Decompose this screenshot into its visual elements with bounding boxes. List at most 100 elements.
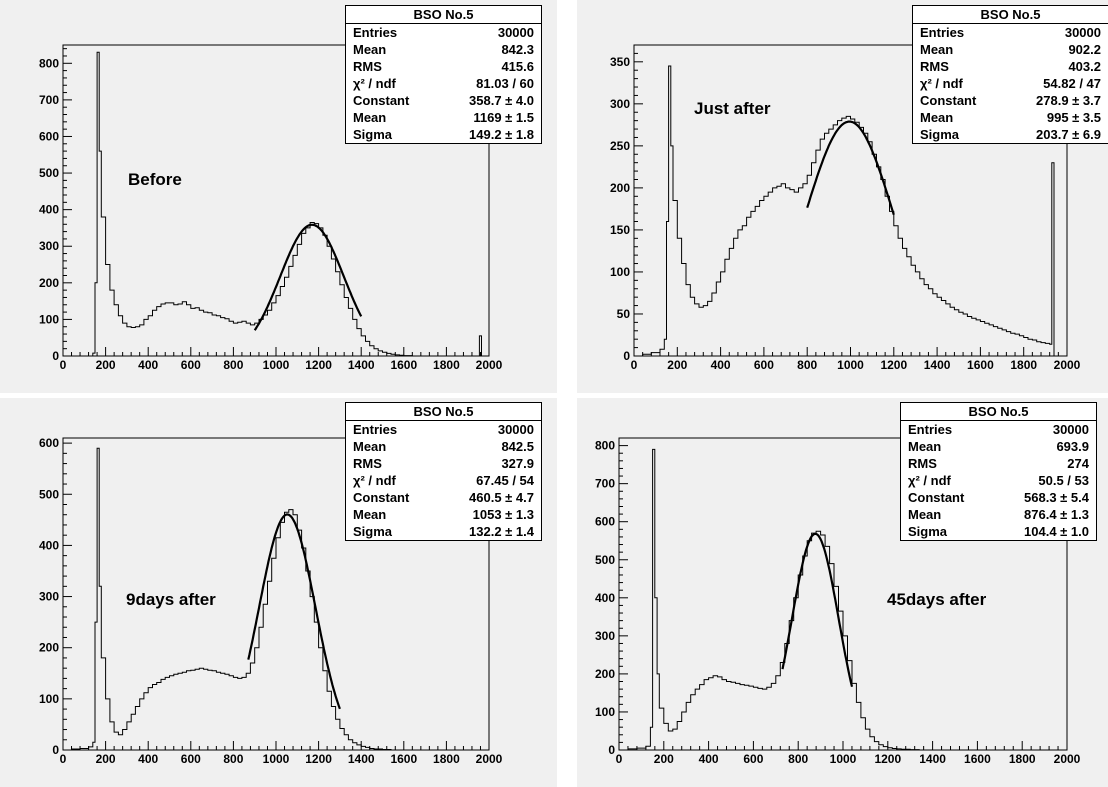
y-tick-label: 300 — [610, 97, 630, 111]
stats-value: 104.4 ± 1.0 — [1024, 524, 1089, 539]
stats-box-before: BSO No.5 Entries 30000 Mean 842.3 RMS 415.6 χ²… — [345, 5, 542, 144]
annotation-before: Before — [128, 170, 182, 189]
y-tick-label: 100 — [595, 705, 615, 719]
x-tick-label: 2000 — [476, 752, 503, 766]
stats-label: Entries — [353, 422, 398, 437]
stats-label: RMS — [920, 59, 949, 74]
y-tick-label: 400 — [595, 591, 615, 605]
stats-value: 1169 ± 1.5 — [473, 110, 534, 125]
y-tick-label: 600 — [39, 436, 59, 450]
stats-row: Sigma 203.7 ± 6.9 — [913, 126, 1108, 143]
stats-label: Sigma — [353, 524, 393, 539]
x-tick-label: 600 — [743, 752, 763, 766]
stats-label: Mean — [920, 42, 954, 57]
x-tick-label: 600 — [181, 752, 201, 766]
x-tick-label: 1000 — [830, 752, 857, 766]
x-tick-label: 1400 — [919, 752, 946, 766]
stats-row: Entries 30000 — [913, 24, 1108, 41]
x-tick-label: 2000 — [1054, 358, 1081, 372]
annotation-just-after: Just after — [694, 99, 771, 118]
stats-value: 403.2 — [1068, 59, 1101, 74]
stats-label: Entries — [920, 25, 965, 40]
x-tick-label: 200 — [96, 358, 116, 372]
x-tick-label: 800 — [797, 358, 817, 372]
y-tick-label: 0 — [623, 349, 630, 363]
stats-label: Mean — [908, 439, 942, 454]
stats-label: Entries — [908, 422, 953, 437]
x-tick-label: 400 — [699, 752, 719, 766]
x-tick-label: 1000 — [837, 358, 864, 372]
stats-row: RMS 274 — [901, 455, 1096, 472]
stats-row: RMS 415.6 — [346, 58, 541, 75]
x-tick-label: 1600 — [390, 752, 417, 766]
stats-value: 50.5 / 53 — [1038, 473, 1089, 488]
x-tick-label: 1800 — [433, 752, 460, 766]
stats-value: 30000 — [497, 422, 534, 437]
x-tick-label: 1000 — [263, 752, 290, 766]
stats-value: 842.5 — [501, 439, 534, 454]
x-tick-label: 2000 — [476, 358, 503, 372]
y-tick-label: 0 — [608, 743, 615, 757]
y-tick-label: 100 — [39, 692, 59, 706]
x-tick-label: 600 — [181, 358, 201, 372]
stats-value: 67.45 / 54 — [476, 473, 534, 488]
x-tick-label: 1400 — [924, 358, 951, 372]
stats-value: 274 — [1067, 456, 1089, 471]
stats-value: 902.2 — [1068, 42, 1101, 57]
stats-box-9days-after: BSO No.5 Entries 30000 Mean 842.5 RMS 327.9 χ²… — [345, 402, 542, 541]
chart-panel-just-after: 0 200 400 600 800 1000 1200 1400 1600 1800 2000 0 50… — [577, 0, 1108, 393]
x-tick-label: 0 — [616, 752, 623, 766]
x-tick-label: 1200 — [874, 752, 901, 766]
y-tick-label: 400 — [39, 203, 59, 217]
x-tick-label: 800 — [223, 752, 243, 766]
y-tick-label: 800 — [595, 439, 615, 453]
stats-label: Mean — [353, 42, 387, 57]
x-tick-label: 600 — [754, 358, 774, 372]
stats-label: RMS — [908, 456, 937, 471]
x-tick-label: 400 — [711, 358, 731, 372]
stats-row: Mean 995 ± 3.5 — [913, 109, 1108, 126]
histogram-series — [619, 448, 1067, 751]
stats-label: χ² / ndf — [353, 76, 396, 91]
stats-row: χ² / ndf 50.5 / 53 — [901, 472, 1096, 489]
chart-panel-before: 0 200 400 600 800 1000 1200 1400 1600 1800 2000 0 10… — [0, 0, 557, 393]
stats-label: Sigma — [920, 127, 960, 142]
y-tick-label: 100 — [610, 265, 630, 279]
histogram-series — [63, 51, 489, 357]
annotation-45days-after: 45days after — [887, 590, 987, 609]
stats-label: χ² / ndf — [920, 76, 963, 91]
stats-row: Sigma 132.2 ± 1.4 — [346, 523, 541, 540]
stats-label: RMS — [353, 456, 382, 471]
x-tick-label: 1600 — [390, 358, 417, 372]
gaussian-fit-curve — [247, 513, 341, 710]
x-tick-label: 200 — [667, 358, 687, 372]
stats-row: Entries 30000 — [901, 421, 1096, 438]
stats-title: BSO No.5 — [913, 6, 1108, 24]
stats-label: Constant — [353, 490, 410, 505]
stats-row: Mean 1169 ± 1.5 — [346, 109, 541, 126]
stats-row: Constant 358.7 ± 4.0 — [346, 92, 541, 109]
stats-row: Sigma 104.4 ± 1.0 — [901, 523, 1096, 540]
y-tick-label: 200 — [39, 641, 59, 655]
stats-value: 30000 — [1064, 25, 1101, 40]
stats-label: Sigma — [908, 524, 948, 539]
stats-value: 278.9 ± 3.7 — [1036, 93, 1101, 108]
stats-label: Constant — [353, 93, 410, 108]
stats-label: Constant — [908, 490, 965, 505]
x-tick-label: 400 — [138, 358, 158, 372]
x-tick-label: 1800 — [433, 358, 460, 372]
x-tick-label: 0 — [60, 752, 67, 766]
stats-label: Mean — [353, 439, 387, 454]
stats-row: Constant 568.3 ± 5.4 — [901, 489, 1096, 506]
y-tick-label: 500 — [39, 487, 59, 501]
chart-panel-9days-after: 0 200 400 600 800 1000 1200 1400 1600 1800 2000 0 10… — [0, 398, 557, 787]
stats-row: χ² / ndf 54.82 / 47 — [913, 75, 1108, 92]
stats-row: χ² / ndf 67.45 / 54 — [346, 472, 541, 489]
y-tick-label: 600 — [39, 129, 59, 143]
stats-label: χ² / ndf — [353, 473, 396, 488]
y-tick-label: 300 — [595, 629, 615, 643]
stats-row: Mean 902.2 — [913, 41, 1108, 58]
stats-value: 30000 — [1052, 422, 1089, 437]
histogram-series — [634, 65, 1067, 357]
stats-title: BSO No.5 — [346, 403, 541, 421]
